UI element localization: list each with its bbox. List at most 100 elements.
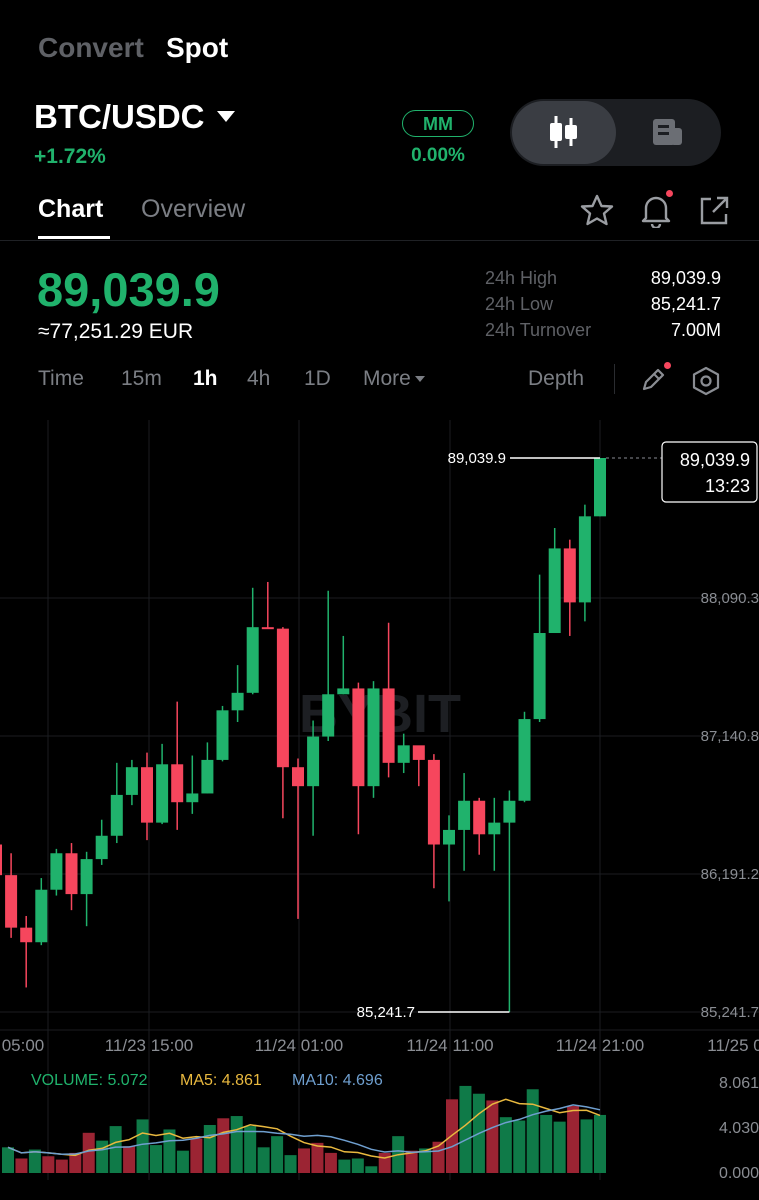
header-divider — [0, 240, 759, 241]
tf-more[interactable]: More — [363, 367, 425, 391]
volume-bar — [311, 1142, 324, 1173]
active-tab-underline — [38, 236, 110, 239]
volume-bar — [96, 1140, 109, 1173]
candle-body — [5, 875, 18, 928]
volume-bar — [567, 1106, 580, 1173]
view-toggle-chart-active[interactable] — [512, 101, 616, 164]
candle-body — [322, 694, 335, 737]
time-axis-label: 11/23 15:00 — [105, 1036, 194, 1055]
volume-bar — [499, 1117, 512, 1173]
candlestick-chart[interactable]: BYBIT 89,039.985,241.789,039.913:23 88,0… — [0, 420, 759, 1200]
tf-time[interactable]: Time — [38, 367, 84, 390]
tf-1h[interactable]: 1h — [193, 367, 218, 390]
ma5-legend: MA5: 4.861 — [180, 1072, 262, 1089]
candle-body — [307, 736, 320, 787]
volume-bar — [230, 1116, 243, 1173]
star-icon[interactable] — [579, 193, 615, 227]
volume-ma-lines — [7, 1098, 601, 1159]
volume-bar — [513, 1120, 526, 1173]
volume-bar — [203, 1124, 216, 1173]
volume-bar — [378, 1152, 391, 1173]
candle-body — [367, 688, 380, 787]
candle-body — [292, 767, 304, 787]
volume-bar — [365, 1166, 378, 1173]
stat-low-value: 85,241.7 — [650, 294, 721, 314]
tab-overview[interactable]: Overview — [141, 195, 246, 223]
time-axis-label: 11/25 0 — [707, 1036, 759, 1055]
stat-high-value: 89,039.9 — [650, 268, 721, 288]
pair-name: BTC/USDC — [34, 98, 205, 135]
share-icon[interactable] — [697, 194, 731, 228]
volume-legend: VOLUME: 5.072 — [31, 1072, 148, 1089]
tab-spot[interactable]: Spot — [166, 32, 229, 63]
candle-body — [110, 794, 123, 836]
candles — [0, 458, 606, 1012]
orderbook-icon[interactable] — [651, 116, 685, 148]
volume-bar — [526, 1089, 539, 1173]
volume-bar — [486, 1100, 499, 1173]
low-marker-label: 85,241.7 — [357, 1004, 415, 1021]
price-axis-label: 86,191.2 — [701, 866, 759, 883]
caret-down-icon — [216, 110, 235, 122]
candlestick-icon[interactable] — [546, 114, 580, 150]
price-markers: 89,039.9 85,241.7 89,039.9 13:23 — [357, 441, 758, 1021]
volume-bar — [284, 1155, 297, 1173]
fiat-price: ≈77,251.29 EUR — [38, 320, 194, 343]
volume-bar — [123, 1146, 136, 1173]
volume-bar — [190, 1138, 203, 1173]
ma10-line — [7, 1104, 601, 1155]
volume-bar — [324, 1152, 337, 1173]
volume-bar — [2, 1147, 14, 1173]
volume-bar — [163, 1129, 176, 1173]
candle-body — [397, 745, 410, 763]
volume-bar — [419, 1148, 432, 1173]
tf-depth[interactable]: Depth — [528, 367, 585, 390]
tab-convert[interactable]: Convert — [38, 32, 144, 63]
mm-badge[interactable]: MM — [402, 110, 474, 137]
tf-4h[interactable]: 4h — [247, 367, 271, 390]
volume-bar — [553, 1121, 566, 1173]
candle-body — [352, 688, 365, 787]
tf-more-label: More — [363, 367, 411, 390]
stat-turnover-label: 24h Turnover — [485, 320, 592, 340]
candle-body — [503, 800, 516, 823]
volume-bar — [42, 1156, 55, 1173]
candle-body — [533, 633, 546, 720]
time-axis-label: 11/24 11:00 — [406, 1036, 493, 1055]
volume-bar — [176, 1150, 189, 1173]
volume-bar — [82, 1132, 95, 1173]
volume-bar — [136, 1119, 149, 1173]
candle-body — [518, 719, 531, 801]
candle-body — [473, 800, 486, 835]
candle-body — [35, 889, 48, 943]
bell-notification-dot — [666, 190, 673, 197]
candle-body — [216, 710, 229, 760]
settings-hexagon-icon[interactable] — [691, 366, 721, 396]
candle-body — [95, 835, 108, 860]
pencil-icon[interactable] — [639, 366, 667, 394]
price-axis-label: 88,090.3 — [701, 590, 759, 607]
candle-body — [261, 627, 274, 630]
candle-body — [337, 688, 350, 695]
volume-bar — [540, 1114, 553, 1173]
tab-chart[interactable]: Chart — [38, 195, 104, 223]
candle-body — [458, 800, 471, 830]
candle-body — [125, 767, 138, 795]
candle-body — [488, 822, 501, 835]
stat-low-label: 24h Low — [485, 294, 554, 314]
current-price-tag — [661, 441, 758, 503]
tf-1d[interactable]: 1D — [304, 367, 331, 390]
candle-body — [201, 759, 214, 794]
volume-bar — [55, 1159, 68, 1173]
candle-body — [563, 548, 576, 603]
time-axis-label: 11/24 01:00 — [255, 1036, 344, 1055]
candle-body — [0, 844, 2, 876]
pair-selector[interactable]: BTC/USDC — [34, 98, 235, 136]
pair-change: +1.72% — [34, 145, 106, 168]
volume-bar — [338, 1159, 351, 1173]
volume-bar — [459, 1085, 472, 1173]
bell-icon[interactable] — [638, 192, 674, 228]
volume-bar — [298, 1148, 310, 1173]
volume-bar — [15, 1158, 28, 1173]
tf-15m[interactable]: 15m — [121, 367, 162, 390]
